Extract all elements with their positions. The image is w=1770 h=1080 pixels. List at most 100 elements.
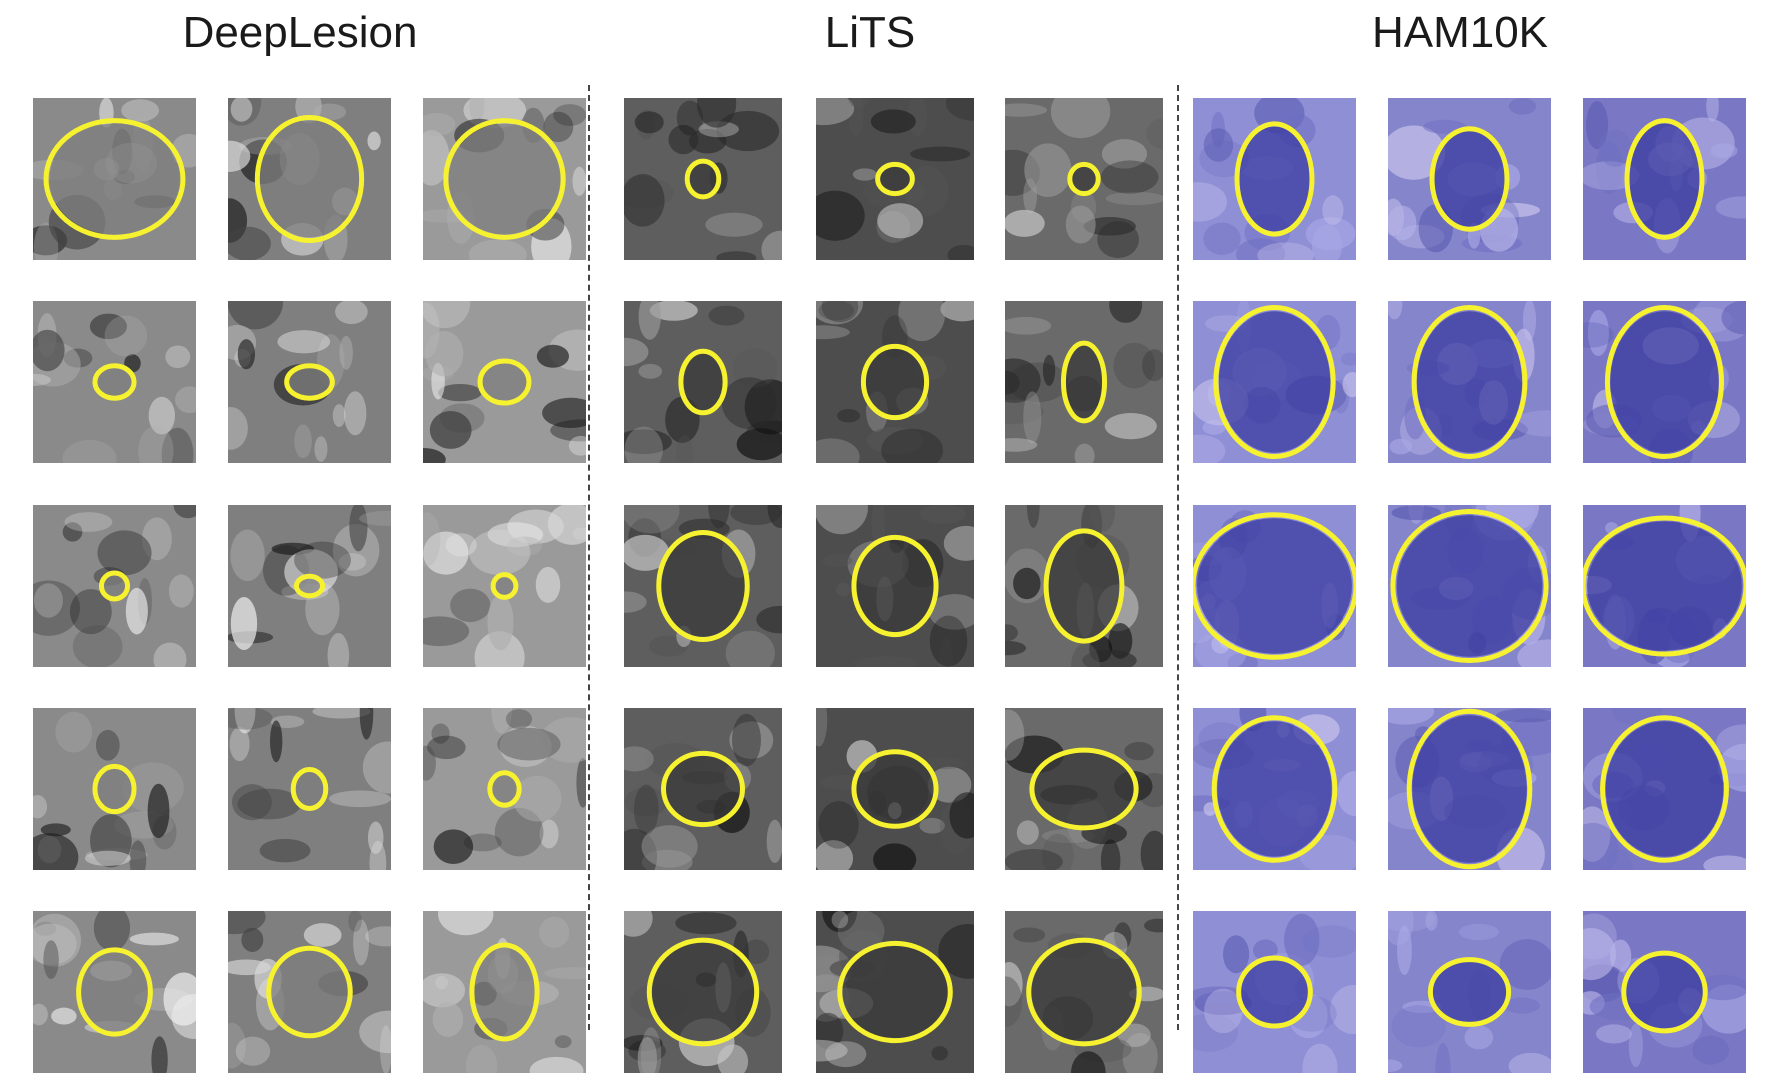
lesion-region [878,165,912,193]
lesion-outline-ellipse [860,343,930,421]
image-tile-ham10k-r4-c1 [1193,708,1356,870]
image-tile-lits-r3-c3 [1005,505,1163,667]
image-tile-deeplesion-r5-c1 [33,911,196,1073]
lesion-outline-ellipse [678,348,728,416]
lesion-region [1217,721,1332,857]
lesion-outline-ellipse [443,118,566,240]
image-tile-deeplesion-r4-c3 [423,708,586,870]
lesion-outline-ellipse [1026,937,1142,1047]
panel-title-deeplesion: DeepLesion [182,8,418,57]
image-tile-deeplesion-r2-c3 [423,301,586,463]
lesion-region [481,361,528,403]
image-tile-ham10k-r1-c2 [1388,98,1551,260]
lesion-region [1197,518,1352,654]
lesion-region [1628,123,1701,235]
image-tile-ham10k-r4-c3 [1583,708,1746,870]
panel-title-ham10k: HAM10K [1371,8,1549,57]
image-tile-ham10k-r2-c1 [1193,301,1356,463]
image-tile-ham10k-r3-c3 [1583,505,1746,667]
image-tile-deeplesion-r3-c2 [228,505,391,667]
lesion-region [681,352,725,412]
image-tile-deeplesion-r3-c1 [33,505,196,667]
image-tile-deeplesion-r1-c1 [33,98,196,260]
lesion-region [1396,515,1543,657]
image-tile-deeplesion-r2-c1 [33,301,196,463]
image-tile-lits-r4-c2 [816,708,974,870]
lesion-region [1433,131,1506,227]
divider-right [1177,85,1179,1030]
image-tile-deeplesion-r2-c2 [228,301,391,463]
lesion-region [102,573,127,599]
lesion-outline-ellipse [1600,715,1729,863]
lesion-region [1047,533,1121,639]
lesion-region [95,767,134,811]
lesion-outline-ellipse [1236,955,1313,1029]
lesion-outline-ellipse [43,118,186,240]
image-tile-lits-r3-c1 [624,505,782,667]
lesion-outline-ellipse [661,750,745,828]
lesion-outline-ellipse [254,114,365,244]
image-tile-ham10k-r1-c1 [1193,98,1356,260]
lesion-outline-ellipse [92,763,137,815]
lesion-region [1070,165,1098,193]
lesion-region [1412,715,1527,863]
lesion-region [95,366,134,398]
lesion-outline-ellipse [1234,121,1315,237]
image-tile-lits-r2-c2 [816,301,974,463]
lesion-outline-ellipse [1043,528,1125,644]
lesion-region [473,947,536,1037]
lesion-region [270,950,349,1034]
lesion-region [1625,955,1704,1029]
image-tile-deeplesion-r1-c2 [228,98,391,260]
lesion-region [1031,942,1137,1042]
image-tile-deeplesion-r1-c3 [423,98,586,260]
image-tile-ham10k-r3-c1 [1193,505,1356,667]
lesion-region [651,942,755,1042]
image-tile-lits-r5-c2 [816,911,974,1073]
lesion-region [1605,721,1724,857]
lesion-outline-ellipse [1427,957,1512,1027]
lesion-region [1416,311,1523,453]
image-tile-ham10k-r2-c3 [1583,301,1746,463]
lesion-region [842,945,948,1039]
lesion-outline-ellipse [837,940,953,1044]
image-tile-ham10k-r5-c3 [1583,911,1746,1073]
lesion-outline-ellipse [469,942,540,1042]
image-tile-ham10k-r4-c2 [1388,708,1551,870]
lesion-region [493,575,516,597]
lesion-region [1064,345,1104,419]
lesion-region [1432,961,1507,1023]
lesion-outline-ellipse [1211,715,1338,863]
lesion-outline-ellipse [1604,304,1725,460]
image-tile-lits-r5-c3 [1005,911,1163,1073]
lesion-outline-ellipse [646,937,760,1047]
image-tile-ham10k-r5-c2 [1388,911,1551,1073]
lesion-region [448,123,561,235]
lesion-region [1587,521,1742,651]
lesion-outline-ellipse [490,572,519,600]
lesion-outline-ellipse [76,947,153,1037]
image-tile-deeplesion-r4-c2 [228,708,391,870]
lesion-region [1610,311,1719,453]
lesion-outline-ellipse [851,749,939,829]
image-tile-lits-r3-c2 [816,505,974,667]
lesion-outline-ellipse [98,570,131,602]
lesion-outline-ellipse [1193,512,1356,660]
lesion-outline-ellipse [477,358,532,406]
lesion-outline-ellipse [851,534,939,638]
lesion-region [1240,959,1309,1025]
lesion-region [1238,126,1311,232]
lesion-outline-ellipse [1621,950,1708,1034]
lesion-outline-ellipse [284,363,335,401]
lesion-outline-ellipse [1067,161,1101,197]
image-tile-deeplesion-r3-c3 [423,505,586,667]
image-tile-deeplesion-r4-c1 [33,708,196,870]
lesion-outline-ellipse [1406,708,1533,870]
lesion-region [1034,752,1134,826]
lesion-outline-ellipse [1213,304,1336,460]
lesion-outline-ellipse [293,573,326,599]
image-tile-lits-r1-c2 [816,98,974,260]
lesion-region [80,951,149,1033]
lesion-outline-ellipse [1411,304,1528,460]
image-tile-lits-r5-c1 [624,911,782,1073]
